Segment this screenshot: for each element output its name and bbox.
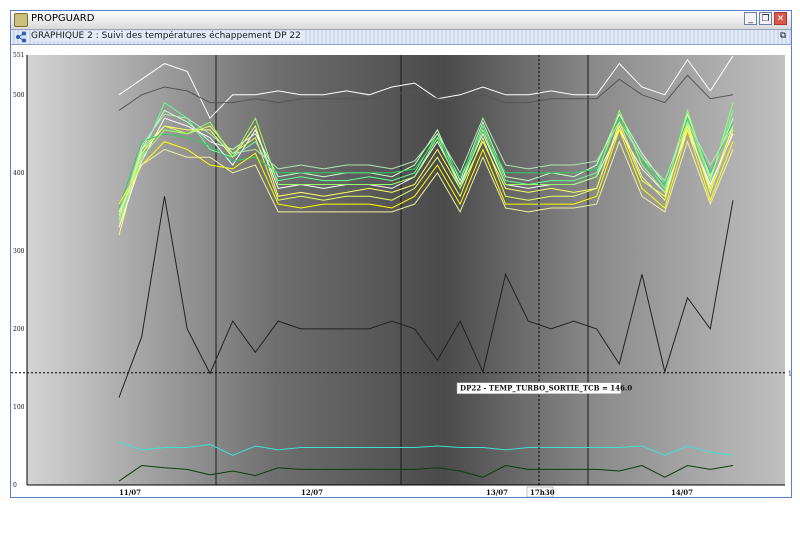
chart-area[interactable]: 143.9 DP22 - TEMP_TURBO_SORTIE_TCB = 146.… — [11, 45, 791, 497]
crosshair-value: 143.9 — [788, 371, 791, 378]
x-tick-label: 13/07 — [486, 488, 508, 497]
title-bar[interactable]: PROPGUARD _ ❐ ✕ — [11, 11, 791, 30]
share-icon[interactable] — [15, 31, 27, 43]
y-tick-label: 0 — [13, 482, 17, 489]
maximize-button[interactable]: ❐ — [759, 12, 772, 25]
series-line — [118, 113, 734, 220]
x-tick-label: 14/07 — [671, 488, 693, 497]
series-line — [118, 441, 734, 456]
y-tick-label: 400 — [13, 170, 25, 177]
plot-background — [27, 55, 785, 485]
y-tick-label: 100 — [13, 404, 25, 411]
app-icon — [14, 13, 28, 27]
tooltip-box — [456, 382, 622, 394]
panel-header: GRAPHIQUE 2 : Suivi des températures éch… — [11, 30, 791, 45]
x-tick-label: 11/07 — [119, 488, 141, 497]
series-line — [118, 128, 734, 209]
app-window: PROPGUARD _ ❐ ✕ GRAPHIQUE 2 : Suivi des … — [10, 10, 792, 498]
series-line — [118, 55, 734, 120]
y-tick-label: 300 — [13, 248, 25, 255]
detach-icon[interactable]: ⧉ — [779, 31, 787, 41]
y-tick-label: 200 — [13, 326, 25, 333]
temperature-chart[interactable]: 143.9 DP22 - TEMP_TURBO_SORTIE_TCB = 146.… — [11, 45, 791, 497]
chart-title: GRAPHIQUE 2 : Suivi des températures éch… — [31, 31, 305, 41]
close-button[interactable]: ✕ — [774, 12, 787, 25]
y-tick-label: 500 — [13, 92, 25, 99]
series-line — [118, 464, 734, 482]
cursor-time-label: 17h30 — [530, 488, 555, 497]
series-line — [118, 102, 734, 224]
series-line — [118, 196, 734, 398]
cursor-time-box — [526, 486, 554, 497]
x-tick-label: 12/07 — [301, 488, 323, 497]
series-line — [118, 140, 734, 214]
series-line — [118, 74, 734, 111]
tooltip-text: DP22 - TEMP_TURBO_SORTIE_TCB = 146.0 — [460, 384, 632, 393]
app-title: PROPGUARD — [31, 13, 95, 24]
y-tick-label: 551 — [13, 52, 24, 59]
minimize-button[interactable]: _ — [744, 12, 757, 25]
